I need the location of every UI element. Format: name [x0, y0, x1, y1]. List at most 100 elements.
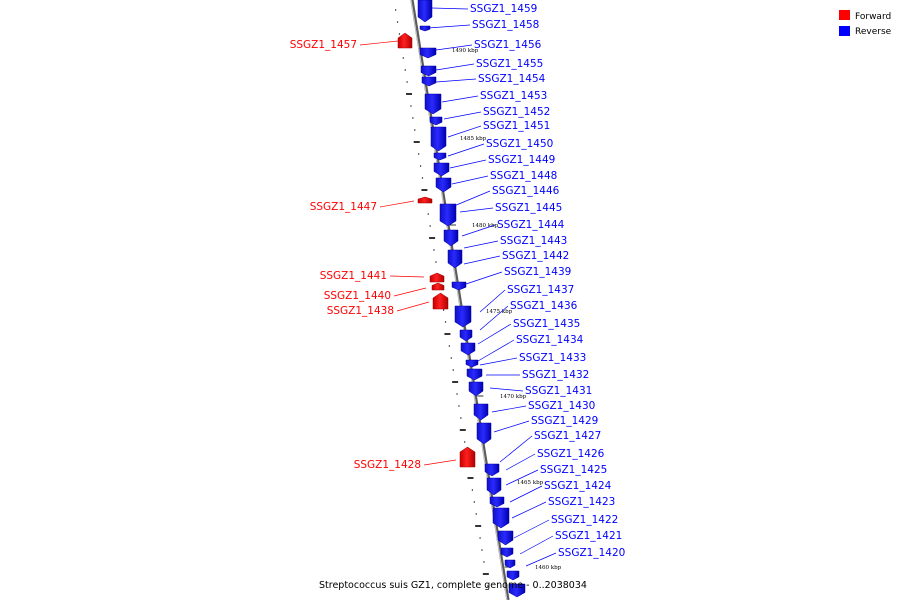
forward-gene-label: SSGZ1_1438 — [327, 305, 394, 317]
scale-tick-label: 1485 kbp — [460, 136, 487, 142]
reverse-gene-label: SSGZ1_1429 — [531, 415, 598, 427]
reverse-gene-leader — [477, 339, 515, 362]
reverse-gene-arrow — [476, 422, 492, 445]
reverse-gene-label: SSGZ1_1449 — [488, 154, 555, 166]
reverse-gene-leader — [449, 159, 487, 169]
reverse-gene-arrow — [433, 152, 447, 161]
reverse-gene-label: SSGZ1_1427 — [534, 430, 601, 442]
reverse-gene-label: SSGZ1_1443 — [500, 235, 567, 247]
reverse-gene-leader — [509, 485, 543, 503]
reverse-gene-arrow — [484, 463, 500, 477]
reverse-gene-leader — [505, 453, 536, 471]
reverse-gene-label: SSGZ1_1452 — [483, 106, 550, 118]
reverse-gene-leader — [489, 387, 524, 392]
forward-gene-arrow — [459, 446, 476, 468]
forward-gene-leader — [359, 40, 399, 46]
reverse-gene-arrow — [419, 47, 437, 59]
scale-tick-label: 1460 kbp — [535, 565, 562, 571]
reverse-gene-label: SSGZ1_1424 — [544, 480, 612, 492]
reverse-gene-leader — [463, 240, 499, 249]
reverse-gene-arrow — [459, 329, 473, 342]
reverse-gene-label: SSGZ1_1434 — [516, 334, 584, 346]
reverse-gene-label: SSGZ1_1433 — [519, 352, 586, 364]
reverse-gene-arrow — [435, 177, 452, 193]
reverse-gene-leader — [479, 357, 518, 366]
reverse-gene-label: SSGZ1_1431 — [525, 385, 592, 397]
reverse-gene-arrow — [486, 477, 502, 496]
gene-labels: SSGZ1_1459 SSGZ1_1458 SSGZ1_1456 SSGZ1_1455… — [290, 3, 626, 559]
reverse-gene-leader — [461, 224, 496, 237]
reverse-gene-label: SSGZ1_1425 — [540, 464, 607, 476]
reverse-gene-arrow — [421, 76, 437, 87]
reverse-gene-label: SSGZ1_1421 — [555, 530, 622, 542]
reverse-gene-leader — [505, 469, 539, 486]
reverse-gene-label: SSGZ1_1442 — [502, 250, 569, 262]
scale-tick-label: 1475 kbp — [486, 309, 513, 315]
reverse-gene-arrow — [489, 496, 505, 508]
reverse-gene-leader — [435, 63, 475, 71]
reverse-gene-label: SSGZ1_1422 — [551, 514, 618, 526]
reverse-gene-leader — [511, 501, 547, 519]
reverse-gene-arrow — [451, 281, 467, 291]
forward-gene-arrow — [431, 282, 445, 291]
reverse-gene-label: SSGZ1_1453 — [480, 90, 547, 102]
reverse-gene-leader — [441, 95, 479, 103]
forward-gene-arrow — [417, 196, 433, 204]
forward-gene-leader — [389, 275, 425, 278]
reverse-gene-arrow — [500, 547, 514, 558]
reverse-gene-leader — [491, 405, 527, 413]
legend-reverse-label: Reverse — [855, 27, 892, 37]
reverse-gene-leader — [463, 255, 501, 265]
reverse-gene-arrow — [466, 368, 483, 381]
reverse-gene-label: SSGZ1_1456 — [474, 39, 542, 51]
reverse-gene-leader — [447, 125, 482, 138]
reverse-gene-leader — [451, 175, 489, 185]
forward-gene-leader — [393, 287, 427, 297]
reverse-gene-leader — [465, 271, 503, 285]
reverse-gene-arrow — [465, 359, 479, 368]
reverse-gene-leader — [459, 207, 494, 213]
reverse-gene-label: SSGZ1_1451 — [483, 120, 550, 132]
scale-marks: 1490 kbp 1485 kbp 1480 kbp 1475 kbp 1470 kbp… — [395, 9, 562, 587]
reverse-gene-arrow — [439, 203, 457, 227]
reverse-gene-label: SSGZ1_1448 — [490, 170, 557, 182]
scale-tick-label: 1490 kbp — [452, 48, 479, 54]
reverse-gene-leader — [525, 552, 557, 567]
reverse-gene-arrow — [433, 162, 450, 177]
reverse-gene-arrow — [454, 305, 472, 328]
reverse-gene-arrow — [473, 403, 489, 421]
reverse-gene-label: SSGZ1_1420 — [558, 547, 625, 559]
reverse-gene-label: SSGZ1_1423 — [548, 496, 615, 508]
reverse-gene-label: SSGZ1_1439 — [504, 266, 571, 278]
forward-gene-leader — [396, 301, 430, 312]
legend-forward-label: Forward — [855, 12, 891, 22]
forward-gene-label: SSGZ1_1428 — [354, 459, 421, 471]
reverse-gene-arrow — [447, 249, 463, 269]
reverse-gene-arrow — [492, 507, 510, 529]
legend-forward[interactable]: Forward — [839, 10, 891, 22]
reverse-gene-label: SSGZ1_1432 — [522, 369, 589, 381]
reverse-gene-label: SSGZ1_1445 — [495, 202, 562, 214]
reverse-gene-leader — [499, 435, 533, 463]
legend-reverse[interactable]: Reverse — [839, 26, 892, 37]
reverse-gene-leader — [443, 111, 482, 120]
gene-track — [397, 0, 526, 598]
reverse-gene-arrow — [419, 25, 431, 32]
reverse-gene-leader — [519, 535, 554, 555]
reverse-gene-label: SSGZ1_1426 — [537, 448, 605, 460]
reverse-gene-label: SSGZ1_1450 — [486, 138, 553, 150]
reverse-gene-arrow — [443, 229, 459, 247]
legend: Forward Reverse — [839, 10, 892, 37]
reverse-gene-leader — [493, 420, 530, 433]
reverse-gene-leader — [453, 190, 491, 207]
label-leader-lines — [359, 7, 557, 567]
forward-gene-arrow — [429, 272, 445, 283]
reverse-gene-arrow — [506, 570, 520, 581]
forward-gene-label: SSGZ1_1440 — [324, 290, 391, 302]
forward-gene-label: SSGZ1_1447 — [310, 201, 377, 213]
reverse-gene-leader — [435, 78, 477, 83]
reverse-gene-leader — [513, 519, 550, 539]
map-caption: Streptococcus suis GZ1, complete genome … — [319, 580, 587, 591]
reverse-gene-leader — [435, 44, 473, 51]
